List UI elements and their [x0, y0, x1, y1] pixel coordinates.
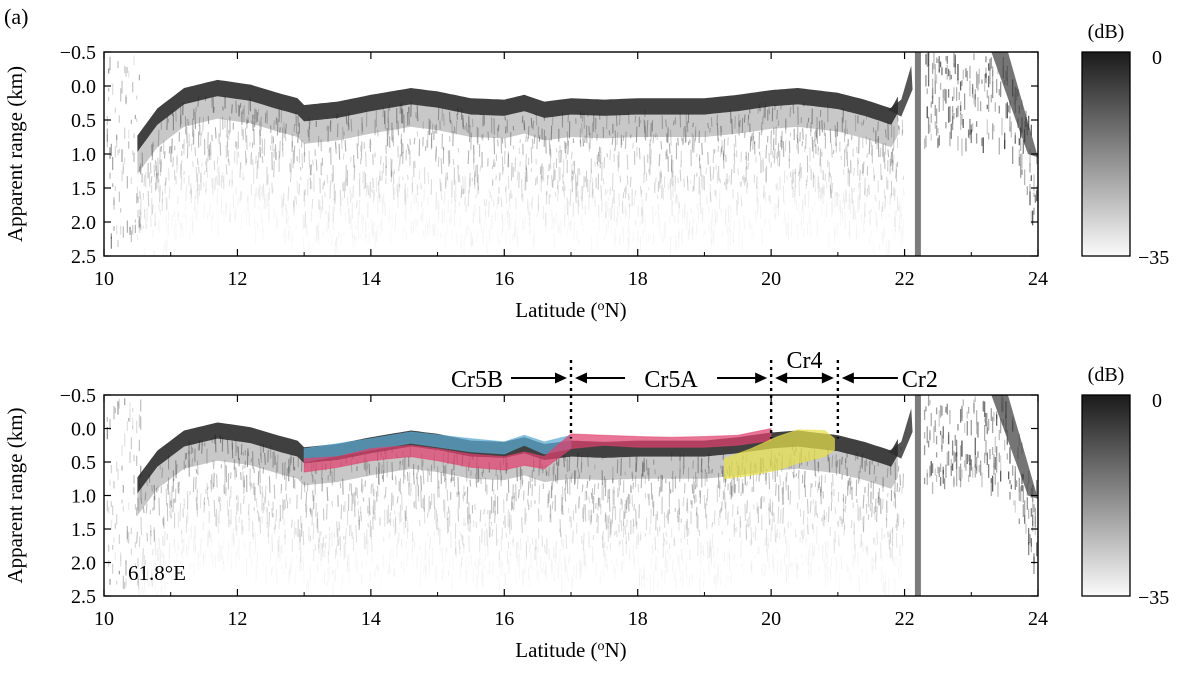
colorbar: (dB) 0 −35 — [1081, 364, 1169, 609]
y-tick-label: 1.5 — [71, 178, 96, 200]
y-tick-label: 0.5 — [71, 110, 96, 132]
x-tick-label: 24 — [1028, 608, 1048, 630]
region-annotations: Cr5B Cr5A Cr4 Cr2 — [451, 348, 938, 439]
colorbar-gradient — [1081, 394, 1131, 597]
region-label-cr5a: Cr5A — [644, 367, 698, 393]
x-tick-label: 12 — [227, 608, 247, 630]
colorbar-gradient — [1081, 51, 1131, 257]
y-tick-label: 1.5 — [71, 519, 96, 541]
plot-background — [104, 395, 1038, 596]
x-tick-label: 14 — [361, 268, 381, 290]
region-arrow-cr5a-right-head — [755, 372, 768, 384]
region-label-cr5b: Cr5B — [451, 367, 503, 393]
colorbar-min-label: −35 — [1138, 247, 1169, 269]
subsurface-clutter — [106, 52, 1038, 256]
x-tick-label: 10 — [94, 608, 114, 630]
x-tick-label: 12 — [227, 268, 247, 290]
y-tick-label: 1.0 — [71, 486, 96, 508]
region-arrow-cr5a-left-head — [575, 372, 587, 384]
y-axis: −0.5 0.0 0.5 1.0 1.5 2.0 2.5 Apparent range (km… — [3, 385, 1038, 608]
y-tick-label: 0.0 — [71, 419, 96, 441]
surface-echo — [137, 52, 1038, 175]
region-label-cr2: Cr2 — [902, 367, 938, 393]
x-tick-label: 10 — [94, 268, 114, 290]
colorbar: (dB) 0 −35 — [1081, 21, 1169, 269]
longitude-label: 61.8°E — [128, 561, 186, 585]
panel-label: (a) — [4, 4, 28, 29]
region-arrow-cr4-left-head — [775, 372, 788, 384]
y-tick-label: 1.0 — [71, 144, 96, 166]
y-axis-label: Apparent range (km) — [3, 407, 27, 583]
region-arrow-cr5b-head — [555, 372, 567, 384]
y-tick-label: 2.5 — [71, 586, 96, 608]
y-tick-label: −0.5 — [60, 385, 96, 407]
subsurface-clutter — [106, 395, 1038, 596]
colorbar-min-label: −35 — [1138, 587, 1169, 609]
y-tick-label: 2.5 — [71, 246, 96, 268]
y-axis-label: Apparent range (km) — [3, 66, 27, 242]
x-tick-label: 20 — [761, 268, 781, 290]
colorbar-max-label: 0 — [1152, 390, 1162, 412]
reflector-highlight-3 — [723, 429, 835, 480]
x-tick-label: 18 — [628, 268, 648, 290]
radargram-image — [104, 395, 1038, 596]
region-arrow-cr4-right-head — [821, 372, 834, 384]
x-tick-label: 20 — [761, 608, 781, 630]
plot-background — [104, 52, 1038, 256]
region-label-cr4: Cr4 — [787, 348, 823, 374]
y-tick-label: 0.0 — [71, 76, 96, 98]
x-tick-label: 24 — [1028, 268, 1048, 290]
x-tick-label: 16 — [494, 268, 514, 290]
data-gap — [914, 395, 921, 596]
region-arrow-cr2-head — [841, 372, 854, 384]
colorbar-unit: (dB) — [1088, 364, 1125, 386]
x-tick-label: 16 — [494, 608, 514, 630]
y-tick-label: 0.5 — [71, 452, 96, 474]
y-tick-label: −0.5 — [60, 42, 96, 64]
colorbar-unit: (dB) — [1088, 21, 1125, 43]
x-axis-label: Latitude (oN) — [515, 638, 626, 662]
x-tick-label: 22 — [895, 268, 915, 290]
y-axis: −0.5 0.0 0.5 1.0 1.5 2.0 2.5 Apparent range (km… — [3, 42, 1038, 268]
x-axis: 10 12 14 16 18 20 22 24 Latitude (oN) — [94, 395, 1048, 662]
x-tick-label: 14 — [361, 608, 381, 630]
x-axis: 10 12 14 16 18 20 22 24 Latitude (oN) — [94, 52, 1048, 322]
radargram-image — [104, 52, 1038, 256]
y-tick-label: 2.0 — [71, 212, 96, 234]
x-axis-label: Latitude (oN) — [515, 298, 626, 322]
y-tick-label: 2.0 — [71, 553, 96, 575]
data-gap — [914, 52, 921, 256]
colorbar-max-label: 0 — [1152, 47, 1162, 69]
x-tick-label: 22 — [895, 608, 915, 630]
x-tick-label: 18 — [628, 608, 648, 630]
